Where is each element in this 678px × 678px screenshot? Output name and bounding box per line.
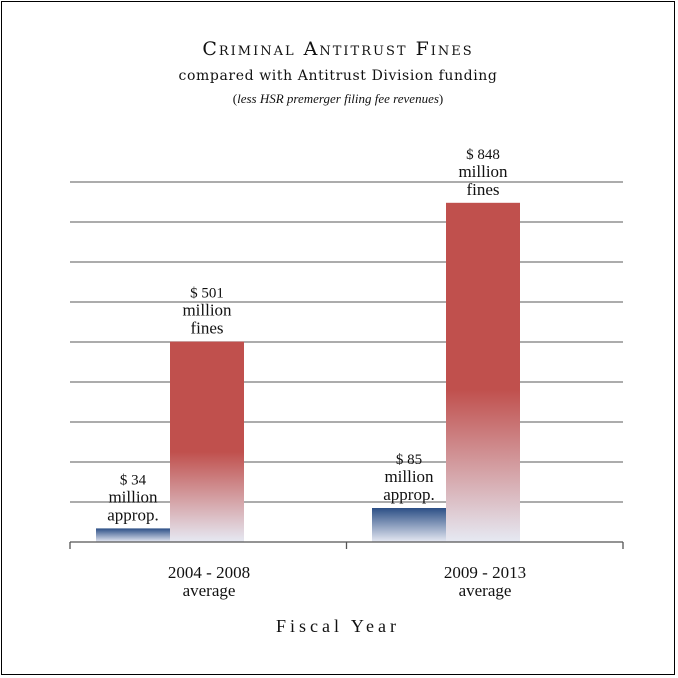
- data-label-line: fines: [190, 319, 223, 338]
- data-label-line: $ 848: [466, 147, 500, 163]
- data-label-line: $ 85: [396, 452, 422, 468]
- data-label-series-1-cat-2: $ 85 million approp.: [383, 452, 434, 504]
- data-label-line: $ 34: [120, 472, 147, 488]
- category-label-2-line-2: average: [458, 581, 512, 600]
- data-label-line: million: [384, 467, 434, 486]
- gridlines: [70, 181, 623, 503]
- x-axis-title: Fiscal Year: [276, 616, 400, 636]
- bar-series-2-cat-1: [170, 341, 244, 542]
- data-label-line: million: [108, 487, 158, 506]
- bars: [96, 202, 520, 543]
- bar-series-1-cat-2: [372, 508, 446, 542]
- x-axis: [69, 541, 624, 549]
- category-label-1: 2004 - 2008 average: [109, 564, 309, 600]
- chart-subtitle: compared with Antitrust Division funding: [178, 68, 498, 84]
- chart-subtitle-note: (less HSR premerger filing fee revenues): [232, 91, 444, 106]
- category-label-1-line-1: 2004 - 2008: [167, 563, 251, 582]
- data-label-line: million: [182, 301, 232, 320]
- data-labels: $ 34 million approp.$ 501 million fines$ 85 m…: [107, 147, 508, 525]
- data-label-line: approp.: [107, 505, 158, 524]
- category-label-2: 2009 - 2013 average: [385, 564, 585, 600]
- bar-series-1-cat-1: [96, 528, 170, 542]
- data-label-line: million: [458, 162, 508, 181]
- data-label-line: $ 501: [190, 286, 224, 302]
- data-label-line: approp.: [383, 485, 434, 504]
- data-label-line: fines: [466, 180, 499, 199]
- chart-subtitle-note-text: less HSR premerger filing fee revenues: [237, 91, 439, 106]
- data-label-series-2-cat-1: $ 501 million fines: [182, 286, 232, 338]
- bar-series-2-cat-2: [446, 202, 520, 543]
- category-label-2-line-1: 2009 - 2013: [443, 563, 527, 582]
- data-label-series-1-cat-1: $ 34 million approp.: [107, 472, 158, 524]
- category-label-1-line-2: average: [182, 581, 236, 600]
- chart-title: Criminal Antitrust Fines: [202, 38, 474, 60]
- data-label-series-2-cat-2: $ 848 million fines: [458, 147, 508, 199]
